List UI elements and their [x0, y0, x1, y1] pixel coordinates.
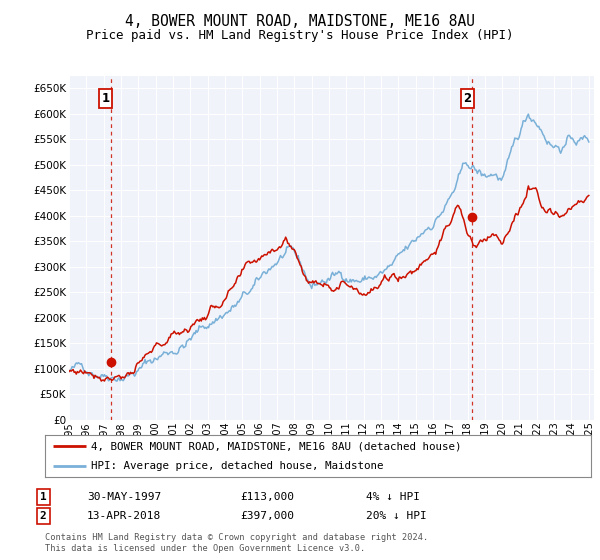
Text: 30-MAY-1997: 30-MAY-1997	[87, 492, 161, 502]
Text: 1: 1	[101, 92, 110, 105]
Text: 2: 2	[463, 92, 471, 105]
Text: 1: 1	[40, 492, 47, 502]
Text: Contains HM Land Registry data © Crown copyright and database right 2024.
This d: Contains HM Land Registry data © Crown c…	[45, 533, 428, 553]
Text: 20% ↓ HPI: 20% ↓ HPI	[366, 511, 427, 521]
Text: HPI: Average price, detached house, Maidstone: HPI: Average price, detached house, Maid…	[91, 461, 384, 471]
Text: 4% ↓ HPI: 4% ↓ HPI	[366, 492, 420, 502]
Text: Price paid vs. HM Land Registry's House Price Index (HPI): Price paid vs. HM Land Registry's House …	[86, 29, 514, 42]
Text: £113,000: £113,000	[240, 492, 294, 502]
Text: 13-APR-2018: 13-APR-2018	[87, 511, 161, 521]
Text: 4, BOWER MOUNT ROAD, MAIDSTONE, ME16 8AU (detached house): 4, BOWER MOUNT ROAD, MAIDSTONE, ME16 8AU…	[91, 441, 462, 451]
Text: £397,000: £397,000	[240, 511, 294, 521]
Text: 2: 2	[40, 511, 47, 521]
Text: 4, BOWER MOUNT ROAD, MAIDSTONE, ME16 8AU: 4, BOWER MOUNT ROAD, MAIDSTONE, ME16 8AU	[125, 14, 475, 29]
